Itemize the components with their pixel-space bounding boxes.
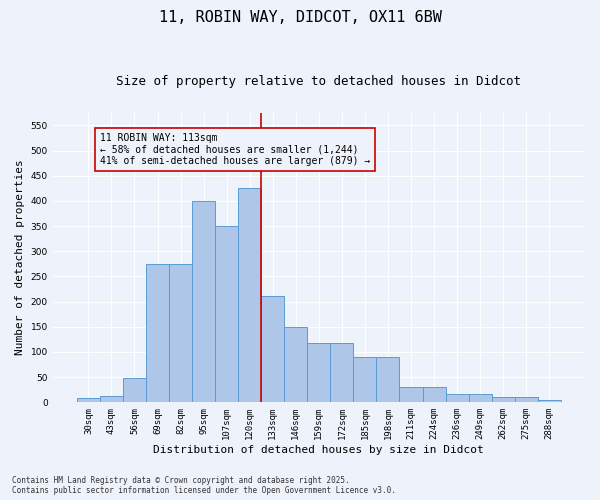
- Text: 11, ROBIN WAY, DIDCOT, OX11 6BW: 11, ROBIN WAY, DIDCOT, OX11 6BW: [158, 10, 442, 25]
- Bar: [100, 396, 123, 402]
- Text: Contains HM Land Registry data © Crown copyright and database right 2025.
Contai: Contains HM Land Registry data © Crown c…: [12, 476, 396, 495]
- Bar: [515, 398, 538, 402]
- Bar: [284, 327, 307, 402]
- Bar: [215, 226, 238, 402]
- Bar: [331, 344, 353, 402]
- Bar: [307, 344, 331, 402]
- Bar: [261, 296, 284, 403]
- Bar: [169, 264, 192, 402]
- Bar: [491, 398, 515, 402]
- Y-axis label: Number of detached properties: Number of detached properties: [15, 160, 25, 356]
- Bar: [77, 398, 100, 402]
- Bar: [422, 387, 446, 402]
- Bar: [353, 357, 376, 403]
- Bar: [192, 201, 215, 402]
- Title: Size of property relative to detached houses in Didcot: Size of property relative to detached ho…: [116, 75, 521, 88]
- Bar: [446, 394, 469, 402]
- Bar: [376, 357, 400, 403]
- Bar: [400, 387, 422, 402]
- Bar: [123, 378, 146, 402]
- Text: 11 ROBIN WAY: 113sqm
← 58% of detached houses are smaller (1,244)
41% of semi-de: 11 ROBIN WAY: 113sqm ← 58% of detached h…: [100, 133, 370, 166]
- X-axis label: Distribution of detached houses by size in Didcot: Distribution of detached houses by size …: [154, 445, 484, 455]
- Bar: [538, 400, 561, 402]
- Bar: [469, 394, 491, 402]
- Bar: [146, 264, 169, 402]
- Bar: [238, 188, 261, 402]
